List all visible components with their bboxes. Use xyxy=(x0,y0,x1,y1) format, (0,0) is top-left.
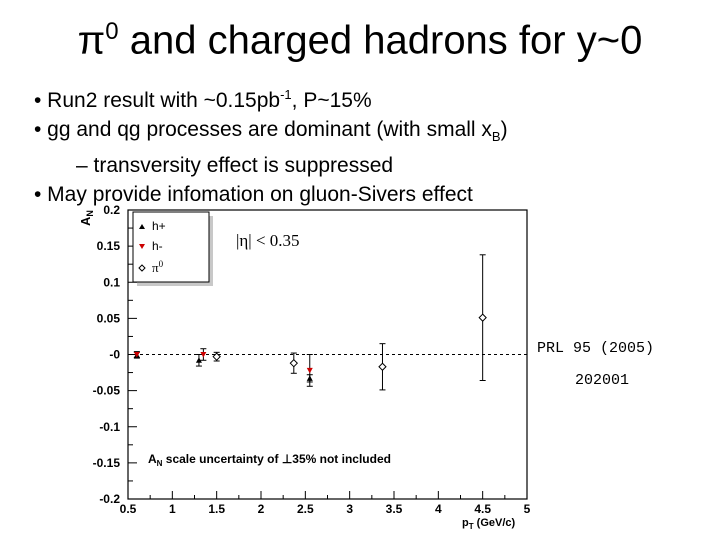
bullet-text: ) xyxy=(500,118,508,141)
scale-uncertainty-note: AN scale uncertainty of ⊥35% not include… xyxy=(148,452,391,468)
bullet-list: • Run2 result with ~0.15pb-1, P~15% • gg… xyxy=(34,80,714,209)
y-tick-label: -0.15 xyxy=(93,456,121,470)
legend-marker-h-plus xyxy=(139,224,145,229)
data-point-h-minus xyxy=(306,367,313,374)
legend: h+ h- π0 xyxy=(132,211,213,286)
slide-title: π0 and charged hadrons for y~0 xyxy=(0,8,720,64)
reference-line-1: PRL 95 (2005) xyxy=(537,340,655,357)
y-axis: 0.2 0.15 0.1 0.05 -0 -0.05 -0.1 -0.15 -0.2 xyxy=(93,203,137,506)
legend-box xyxy=(132,211,210,283)
y-axis-label: AN xyxy=(78,210,95,226)
x-axis: 0.5 1 1.5 2 2.5 3 3.5 4 4.5 5 xyxy=(120,491,531,516)
bullet-superscript: -1 xyxy=(280,87,292,102)
data-point-h-plus xyxy=(195,357,202,363)
eta-cut-annotation: |η| < 0.35 xyxy=(236,231,300,250)
data-point-h-minus xyxy=(133,352,140,358)
x-tick-label: 5 xyxy=(524,502,531,516)
x-tick-label: 3.5 xyxy=(386,502,403,516)
x-tick-label: 2 xyxy=(258,502,265,516)
data-point-pi0 xyxy=(378,362,387,371)
y-tick-label: 0.05 xyxy=(97,311,121,325)
bullet-text: , P~15% xyxy=(291,89,372,112)
title-text: and charged hadrons for y~0 xyxy=(118,18,643,63)
x-tick-label: 2.5 xyxy=(297,502,314,516)
bullet-gluon-sivers: • May provide infomation on gluon-Sivers… xyxy=(34,180,714,209)
legend-label-pi0: π0 xyxy=(152,259,164,275)
legend-marker-pi0 xyxy=(138,264,146,272)
bullet-transversity: – transversity effect is suppressed xyxy=(34,151,714,180)
bullet-processes: • gg and qg processes are dominant (with… xyxy=(34,115,714,151)
legend-label-h-minus: h- xyxy=(152,239,163,253)
x-tick-label: 1 xyxy=(169,502,176,516)
data-points xyxy=(133,254,487,391)
data-point-pi0 xyxy=(289,358,299,368)
data-point-h-minus xyxy=(200,352,207,358)
legend-marker-h-minus xyxy=(139,244,145,249)
x-tick-label: 4.5 xyxy=(474,502,491,516)
y-tick-label: -0.1 xyxy=(99,420,120,434)
data-point-pi0 xyxy=(212,352,221,361)
bullet-subscript: B xyxy=(491,129,501,145)
x-tick-label: 1.5 xyxy=(208,502,225,516)
y-tick-label: -0.2 xyxy=(99,492,120,506)
reference-line-2: 202001 xyxy=(575,372,630,389)
y-tick-label: 0.2 xyxy=(103,203,120,217)
bullet-text: • May provide infomation on gluon-Sivers… xyxy=(34,183,473,207)
bullet-text: • gg and qg processes are dominant (with… xyxy=(34,118,492,141)
x-tick-label: 0.5 xyxy=(120,502,137,516)
bullet-text: – transversity effect is suppressed xyxy=(76,154,394,178)
x-tick-label: 4 xyxy=(435,502,442,516)
y-tick-label: 0.1 xyxy=(103,275,120,289)
data-point-pi0 xyxy=(478,313,487,322)
y-tick-label: -0.05 xyxy=(93,384,121,398)
bullet-run2: • Run2 result with ~0.15pb-1, P~15% xyxy=(34,80,714,115)
y-tick-label: -0 xyxy=(109,348,120,362)
bullet-text: • Run2 result with ~0.15pb xyxy=(34,89,281,112)
y-tick-label: 0.15 xyxy=(97,239,121,253)
x-axis-label: pT (GeV/c) xyxy=(462,517,516,531)
title-pi-symbol: π xyxy=(77,18,106,63)
x-tick-label: 3 xyxy=(346,502,353,516)
title-superscript: 0 xyxy=(105,18,119,45)
legend-label-h-plus: h+ xyxy=(152,219,166,233)
